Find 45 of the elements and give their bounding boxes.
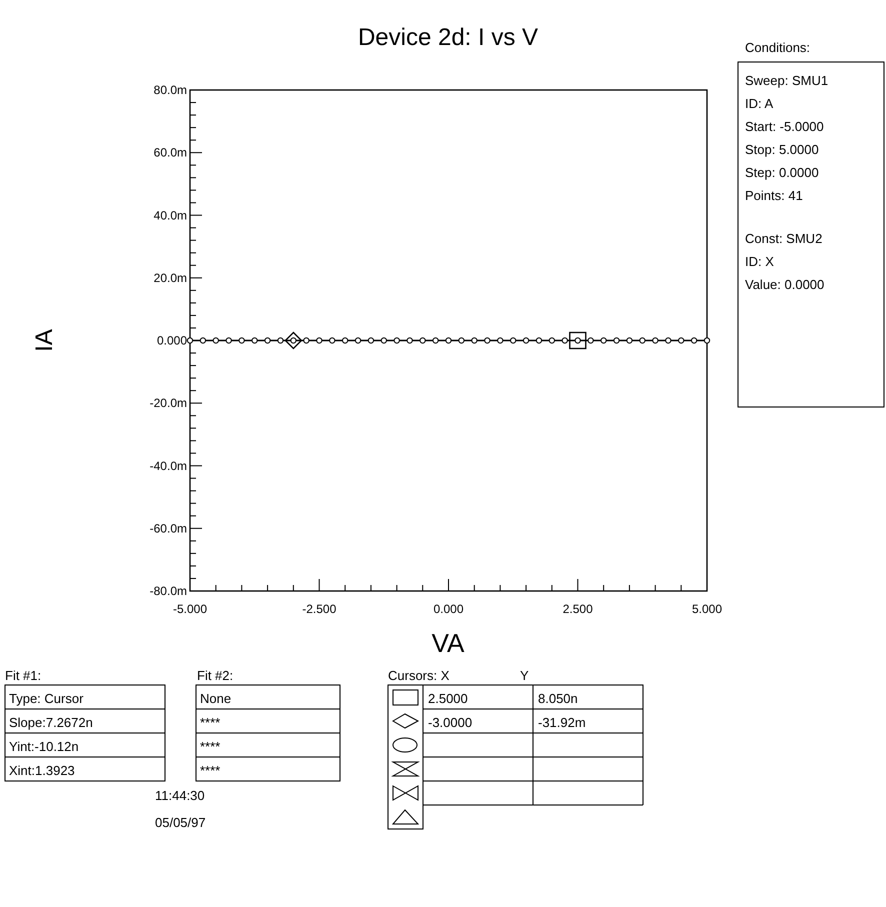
x-tick-label: 5.000	[692, 602, 722, 616]
text: Fit #1:	[5, 668, 42, 683]
text: ****	[200, 739, 220, 754]
y-tick-label: 60.0m	[154, 146, 187, 160]
text: Conditions:	[745, 40, 810, 55]
x-tick-label: 0.000	[433, 602, 464, 616]
text: Xint:1.3923	[9, 763, 75, 778]
text: Points: 41	[745, 188, 803, 203]
text: Type: Cursor	[9, 691, 84, 706]
text: Fit #2:	[197, 668, 234, 683]
text: Cursors: X	[388, 668, 450, 683]
text: -31.92m	[538, 715, 586, 730]
y-tick-label: 40.0m	[154, 208, 187, 222]
text: 8.050n	[538, 691, 578, 706]
y-tick-label: -40.0m	[150, 458, 187, 473]
x-axis-title: VA	[432, 628, 466, 658]
y-axis-title: IA	[31, 329, 58, 352]
text: Slope:7.2672n	[9, 715, 93, 730]
y-tick-label: -20.0m	[150, 396, 187, 410]
text: ID: A	[745, 96, 774, 111]
text: Stop: 5.0000	[745, 142, 819, 157]
text: None	[200, 691, 232, 706]
y-tick-label: 0.000	[156, 334, 188, 348]
y-tick-label: -80.0m	[150, 584, 187, 598]
text: ****	[200, 715, 220, 730]
x-tick-label: -2.500	[302, 602, 337, 616]
y-tick-label: 20.0m	[154, 270, 187, 285]
y-tick-label: 80.0m	[154, 83, 187, 97]
x-tick-label: -5.000	[172, 602, 208, 616]
text: -3.0000	[428, 715, 472, 730]
text: ****	[200, 763, 220, 778]
text: Const: SMU2	[745, 231, 822, 246]
text: Value: 0.0000	[745, 277, 824, 292]
text: Y	[520, 668, 529, 683]
chart-title: Device 2d: I vs V	[358, 24, 538, 51]
text: ID: X	[745, 254, 774, 269]
text: 11:44:30	[155, 788, 205, 803]
text: 05/05/97	[155, 815, 206, 830]
text: Step: 0.0000	[745, 165, 819, 180]
text: Sweep: SMU1	[745, 73, 828, 88]
text: Yint:-10.12n	[9, 739, 79, 754]
x-tick-label: 2.500	[562, 602, 594, 616]
text: Start: -5.0000	[745, 119, 824, 134]
text: 2.5000	[428, 691, 468, 706]
y-tick-label: -60.0m	[150, 521, 187, 536]
